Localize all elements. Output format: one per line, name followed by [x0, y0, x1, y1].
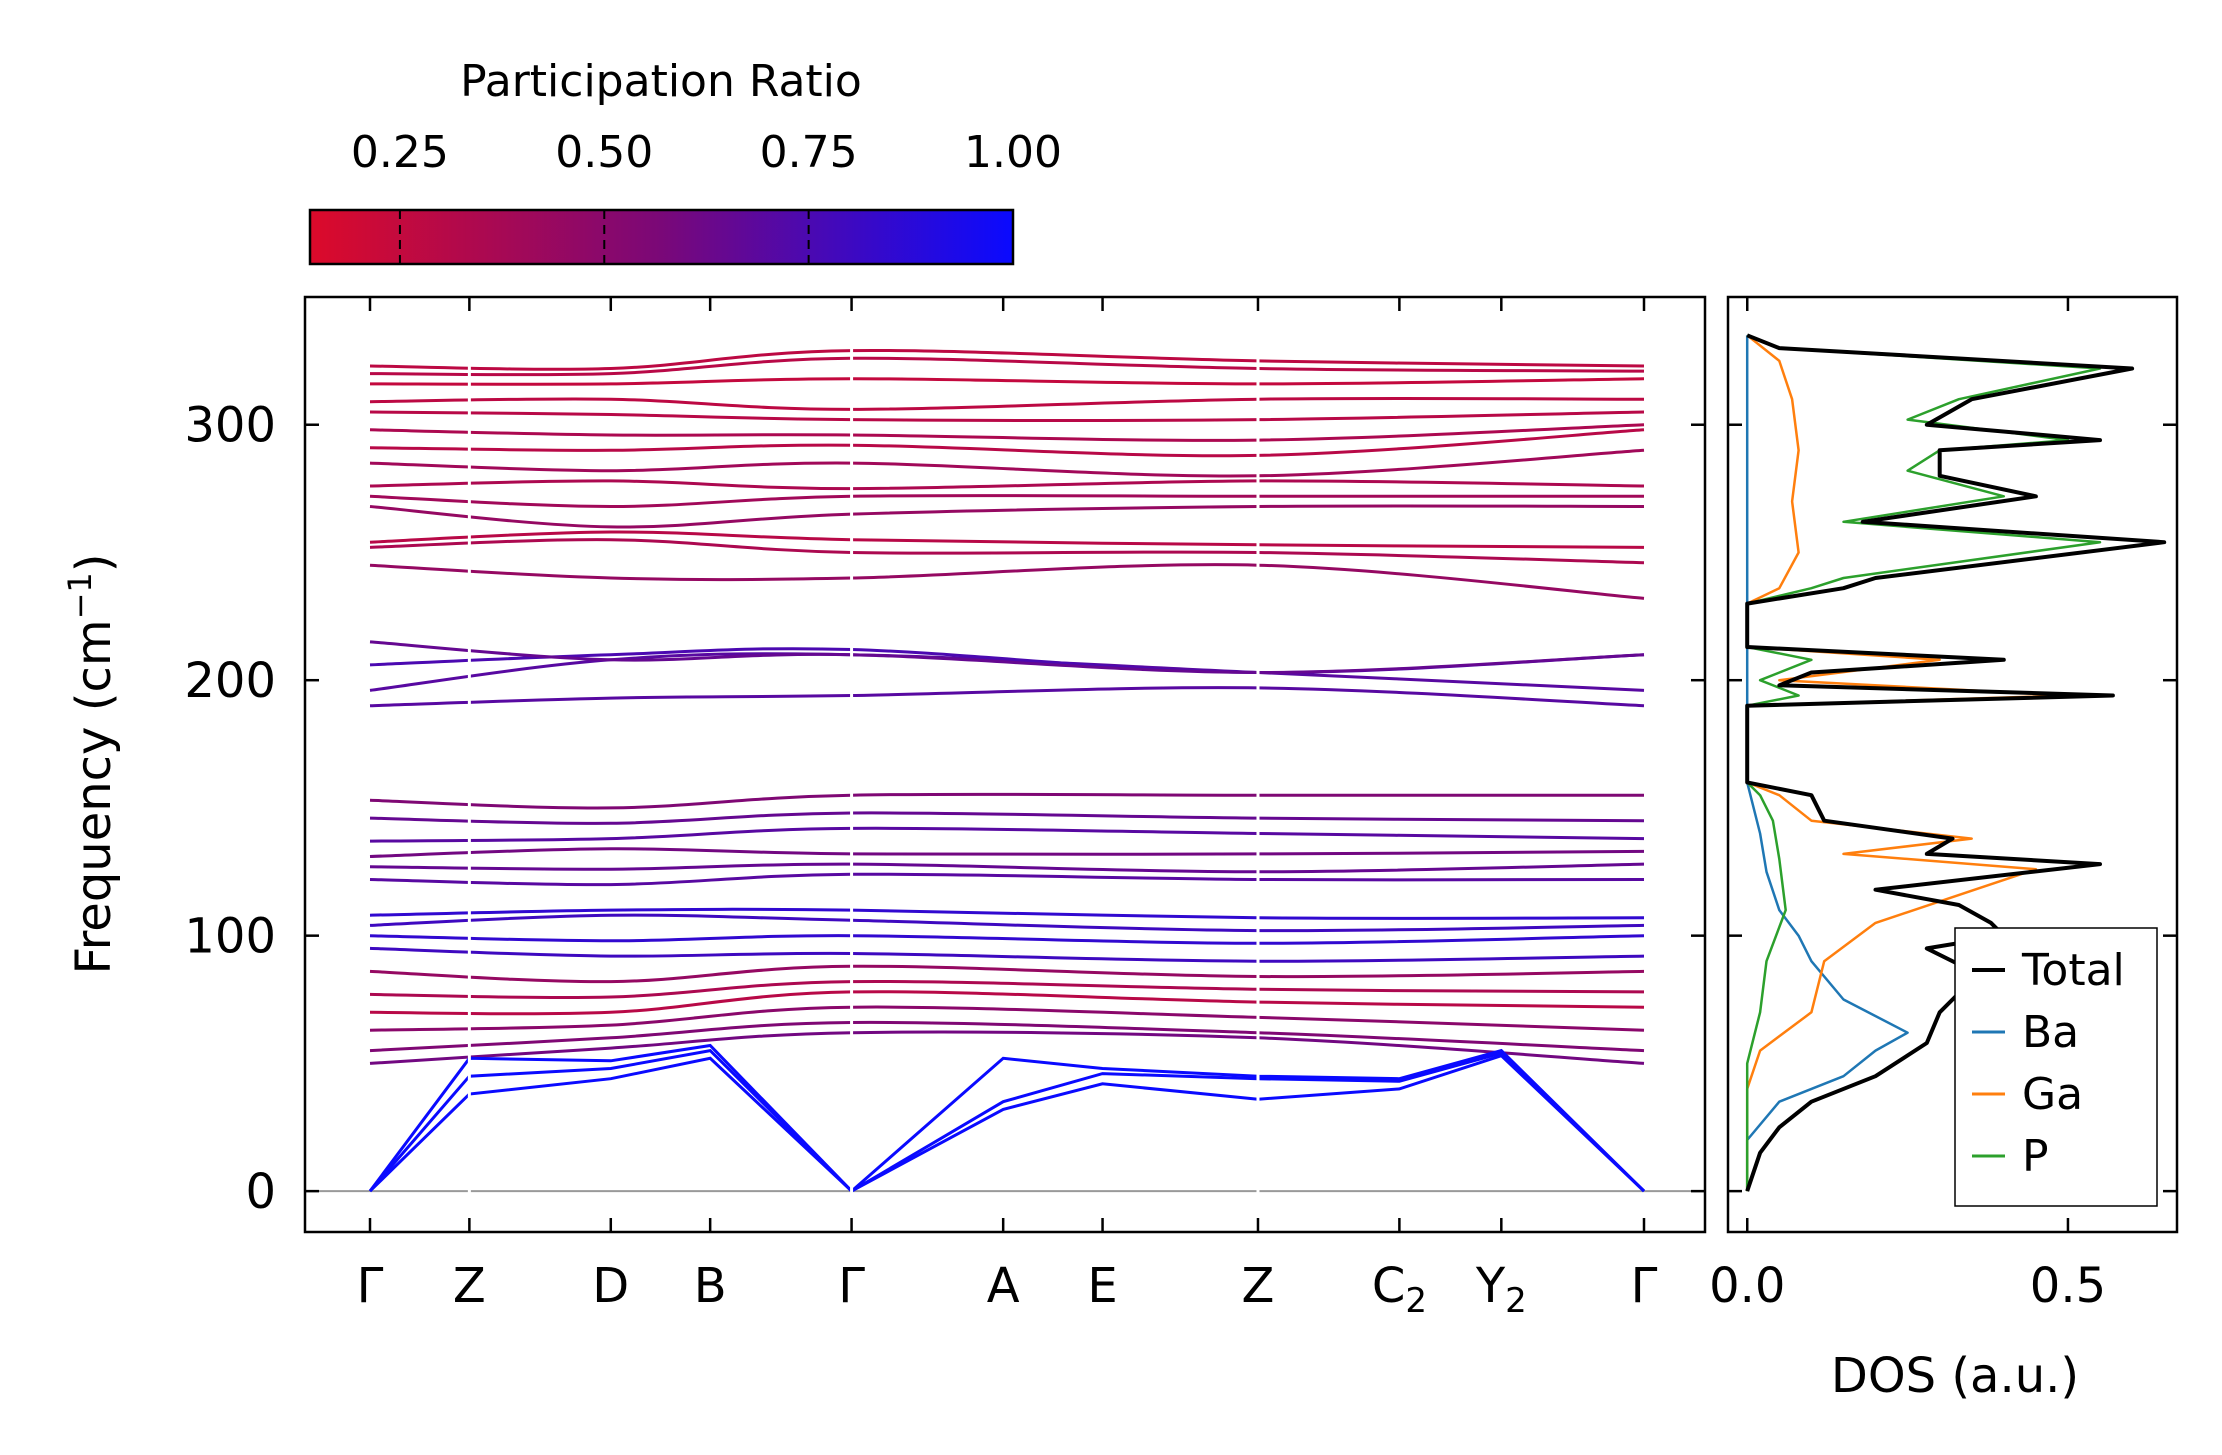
optical-band	[369, 1030, 1645, 1065]
high-symmetry-label: C2	[1372, 1258, 1427, 1321]
optical-band	[369, 811, 1645, 825]
legend-label: Ga	[2022, 1069, 2083, 1120]
optical-band	[369, 530, 1645, 549]
high-symmetry-label: D	[592, 1258, 629, 1314]
optical-band	[369, 964, 1645, 984]
dos-legend: Total Ba Ga P	[1954, 927, 2158, 1207]
optical-band	[369, 428, 1645, 458]
y-tick-label: 100	[184, 909, 276, 965]
y-tick-label: 0	[245, 1164, 276, 1220]
band-axes-frame	[303, 295, 1707, 1234]
optical-band	[369, 538, 1645, 565]
colorbar-gradient	[308, 208, 1015, 266]
high-symmetry-label: B	[694, 1258, 727, 1314]
optical-band	[369, 348, 1645, 371]
optical-band	[369, 862, 1645, 874]
band-y-axis-label: Frequency (cm−1)	[61, 553, 122, 974]
dos-curve-total	[1745, 333, 2167, 1192]
high-symmetry-label: Γ	[838, 1258, 865, 1314]
optical-band	[369, 1020, 1645, 1053]
optical-band	[369, 504, 1645, 529]
colorbar-tick-label: 1.00	[964, 127, 1062, 178]
high-symmetry-label: Z	[453, 1258, 486, 1314]
colorbar-tick-label: 0.75	[760, 127, 858, 178]
y-tick-label: 200	[184, 653, 276, 709]
high-symmetry-label: Γ	[1631, 1258, 1658, 1314]
colorbar-ticks: 0.25 0.50 0.75 1.00	[351, 127, 1062, 264]
dos-curve-ba	[1745, 335, 1909, 1192]
optical-band	[369, 826, 1645, 843]
high-symmetry-label: Γ	[357, 1258, 384, 1314]
dos-curves	[1745, 333, 2167, 1192]
dos-x-axis-label: DOS (a.u.)	[1831, 1348, 2079, 1404]
optical-band	[369, 946, 1645, 963]
colorbar: Participation Ratio 0.25 0.50 0.75 1.00	[308, 56, 1062, 266]
dos-x-tick-label: 0.0	[1709, 1258, 1785, 1314]
optical-band	[369, 396, 1645, 411]
optical-band	[369, 934, 1645, 945]
optical-band	[369, 410, 1645, 422]
optical-band	[369, 913, 1645, 933]
high-symmetry-label: Z	[1242, 1258, 1275, 1314]
y-tick-label: 300	[184, 398, 276, 454]
legend-label: Ba	[2022, 1007, 2079, 1058]
segment-breaks	[467, 337, 1260, 1204]
band-x-ticks: Γ Z D B Γ A E Z C2 Y2 Γ	[357, 297, 1658, 1321]
optical-band	[369, 907, 1645, 920]
high-symmetry-label: E	[1087, 1258, 1117, 1314]
dos-axes-frame	[1726, 295, 2179, 1234]
optical-band	[369, 563, 1645, 600]
acoustic-branch	[368, 1053, 1646, 1193]
phonon-bands	[368, 348, 1646, 1194]
colorbar-label: Participation Ratio	[460, 56, 862, 107]
optical-band	[369, 979, 1645, 1000]
optical-band	[369, 792, 1644, 810]
acoustic-branch	[368, 1043, 1646, 1194]
optical-band	[369, 990, 1645, 1016]
optical-band	[369, 640, 1645, 675]
high-symmetry-label: A	[987, 1258, 1020, 1314]
optical-band	[369, 377, 1645, 386]
optical-band	[369, 686, 1645, 708]
optical-band	[369, 479, 1645, 491]
legend-label: Total	[2021, 945, 2125, 996]
band-structure-panel: 0 100 200 300 Γ Z D B Γ A E Z C2 Y2 Γ Frequency (cm−1…	[61, 295, 1707, 1321]
colorbar-tick-label: 0.50	[555, 127, 653, 178]
dos-panel: 0.0 0.5 DOS (a.u.) Total Ba Ga P	[1709, 295, 2179, 1404]
dos-y-ticks	[1728, 423, 2177, 1193]
band-y-ticks: 0 100 200 300	[184, 398, 1705, 1220]
optical-band	[369, 872, 1645, 887]
acoustic-branch	[368, 1048, 1646, 1193]
dos-x-tick-label: 0.5	[2030, 1258, 2106, 1314]
high-symmetry-label: Y2	[1475, 1258, 1527, 1321]
optical-band	[369, 494, 1644, 509]
legend-label: P	[2022, 1131, 2049, 1182]
optical-band	[369, 448, 1645, 478]
colorbar-tick-label: 0.25	[351, 127, 449, 178]
legend-frame	[1954, 927, 2158, 1207]
optical-band	[369, 423, 1645, 442]
optical-band	[369, 847, 1645, 858]
optical-band	[369, 356, 1645, 377]
dos-x-ticks: 0.0 0.5	[1709, 297, 2106, 1314]
optical-band	[369, 1005, 1645, 1032]
